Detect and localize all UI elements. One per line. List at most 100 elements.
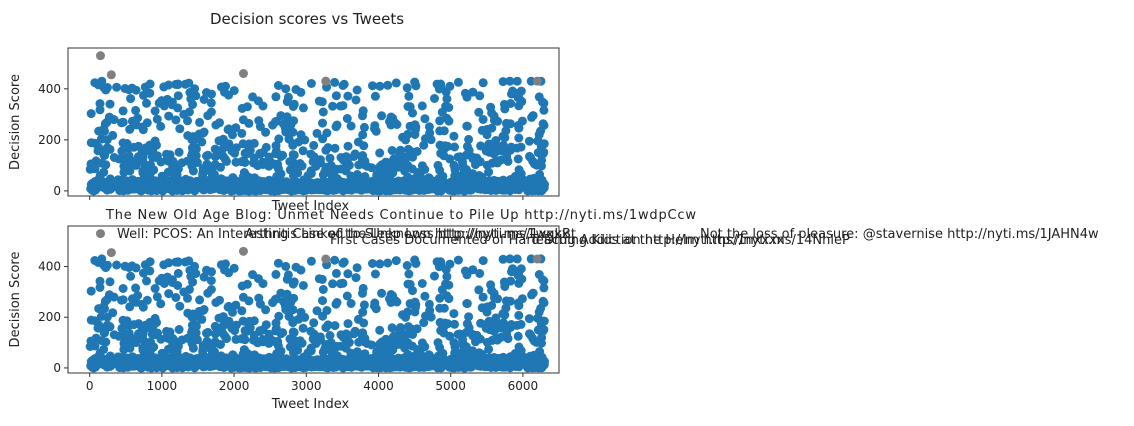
scatter-point	[131, 263, 141, 273]
scatter-point	[460, 266, 470, 276]
scatter-point	[517, 116, 527, 126]
scatter-point	[468, 346, 478, 356]
scatter-point	[435, 116, 445, 126]
scatter-point	[199, 95, 209, 104]
scatter-point	[486, 102, 496, 112]
scatter-point	[179, 287, 189, 297]
scatter-point	[315, 185, 324, 195]
scatter-point	[126, 94, 136, 104]
scatter-point	[270, 294, 280, 304]
scatter-point	[359, 300, 369, 310]
scatter-point	[95, 276, 105, 286]
scatter-point	[455, 152, 465, 162]
scatter-point	[142, 295, 152, 305]
highlight-point	[321, 254, 331, 264]
scatter-point	[152, 361, 162, 371]
tweet-annotation: The New Old Age Blog: Unmet Needs Contin…	[105, 208, 696, 223]
scatter-point	[525, 329, 534, 339]
scatter-point	[173, 281, 183, 290]
scatter-point	[216, 178, 226, 188]
scatter-point	[454, 350, 464, 360]
scatter-point	[502, 152, 512, 162]
scatter-point	[164, 289, 174, 299]
scatter-point	[354, 181, 364, 191]
scatter-point	[116, 362, 126, 372]
scatter-point	[514, 91, 524, 101]
scatter-point	[95, 282, 105, 292]
scatter-point	[370, 301, 379, 311]
plot-frame	[67, 225, 560, 374]
scatter-point	[306, 326, 316, 336]
scatter-point	[131, 85, 141, 95]
scatter-point	[118, 315, 128, 325]
scatter-point	[440, 318, 450, 328]
scatter-point	[474, 107, 484, 117]
scatter-point	[273, 341, 283, 351]
scatter-point	[394, 157, 404, 167]
scatter-point	[288, 127, 298, 137]
scatter-point	[100, 304, 109, 314]
scatter-point	[174, 325, 184, 334]
scatter-point	[271, 318, 281, 328]
scatter-point	[156, 334, 166, 344]
scatter-point	[252, 336, 262, 346]
scatter-point	[131, 105, 141, 115]
scatter-point	[430, 271, 439, 281]
scatter-point	[296, 265, 306, 275]
scatter-point	[385, 116, 394, 126]
scatter-point	[343, 91, 353, 101]
scatter-point	[131, 120, 141, 130]
scatter-point	[100, 151, 110, 160]
scatter-point	[274, 134, 284, 144]
scatter-point	[100, 328, 110, 338]
scatter-point	[145, 88, 155, 98]
scatter-point	[167, 178, 177, 187]
scatter-point	[142, 276, 151, 286]
scatter-point	[539, 283, 549, 293]
scatter-point	[206, 107, 216, 117]
scatter-point	[450, 142, 459, 152]
scatter-point	[403, 102, 413, 111]
scatter-point	[112, 260, 122, 270]
scatter-point	[218, 312, 228, 322]
scatter-point	[413, 168, 423, 177]
scatter-point	[500, 133, 510, 143]
scatter-point	[105, 99, 115, 109]
scatter-point	[150, 284, 160, 293]
scatter-point	[420, 342, 430, 352]
scatter-point	[112, 177, 122, 186]
scatter-point	[524, 136, 534, 146]
scatter-point	[442, 94, 452, 104]
scatter-point	[375, 148, 385, 158]
scatter-point	[491, 147, 501, 157]
scatter-point	[183, 131, 193, 141]
scatter-point	[195, 295, 205, 305]
scatter-point	[512, 254, 522, 264]
scatter-point	[370, 124, 379, 134]
scatter-point	[377, 111, 387, 121]
scatter-point	[486, 280, 496, 290]
scatter-point	[370, 269, 380, 279]
scatter-point	[203, 327, 213, 337]
scatter-point	[439, 183, 449, 193]
scatter-point	[282, 274, 292, 284]
scatter-point	[450, 319, 459, 329]
scatter-point	[244, 172, 254, 182]
scatter-point	[93, 323, 103, 333]
scatter-point	[459, 342, 469, 352]
scatter-point	[86, 286, 96, 296]
scatter-point	[144, 180, 153, 190]
scatter-point	[525, 151, 534, 161]
scatter-point	[417, 279, 427, 288]
scatter-point	[392, 297, 402, 307]
scatter-point	[367, 163, 377, 173]
scatter-point	[524, 314, 534, 324]
scatter-point	[388, 168, 398, 178]
scatter-point	[381, 186, 391, 196]
scatter-point	[506, 320, 516, 329]
scatter-point	[134, 141, 143, 151]
scatter-point	[198, 306, 208, 315]
scatter-points	[85, 229, 549, 373]
scatter-point	[156, 299, 166, 309]
highlight-point	[238, 246, 248, 256]
